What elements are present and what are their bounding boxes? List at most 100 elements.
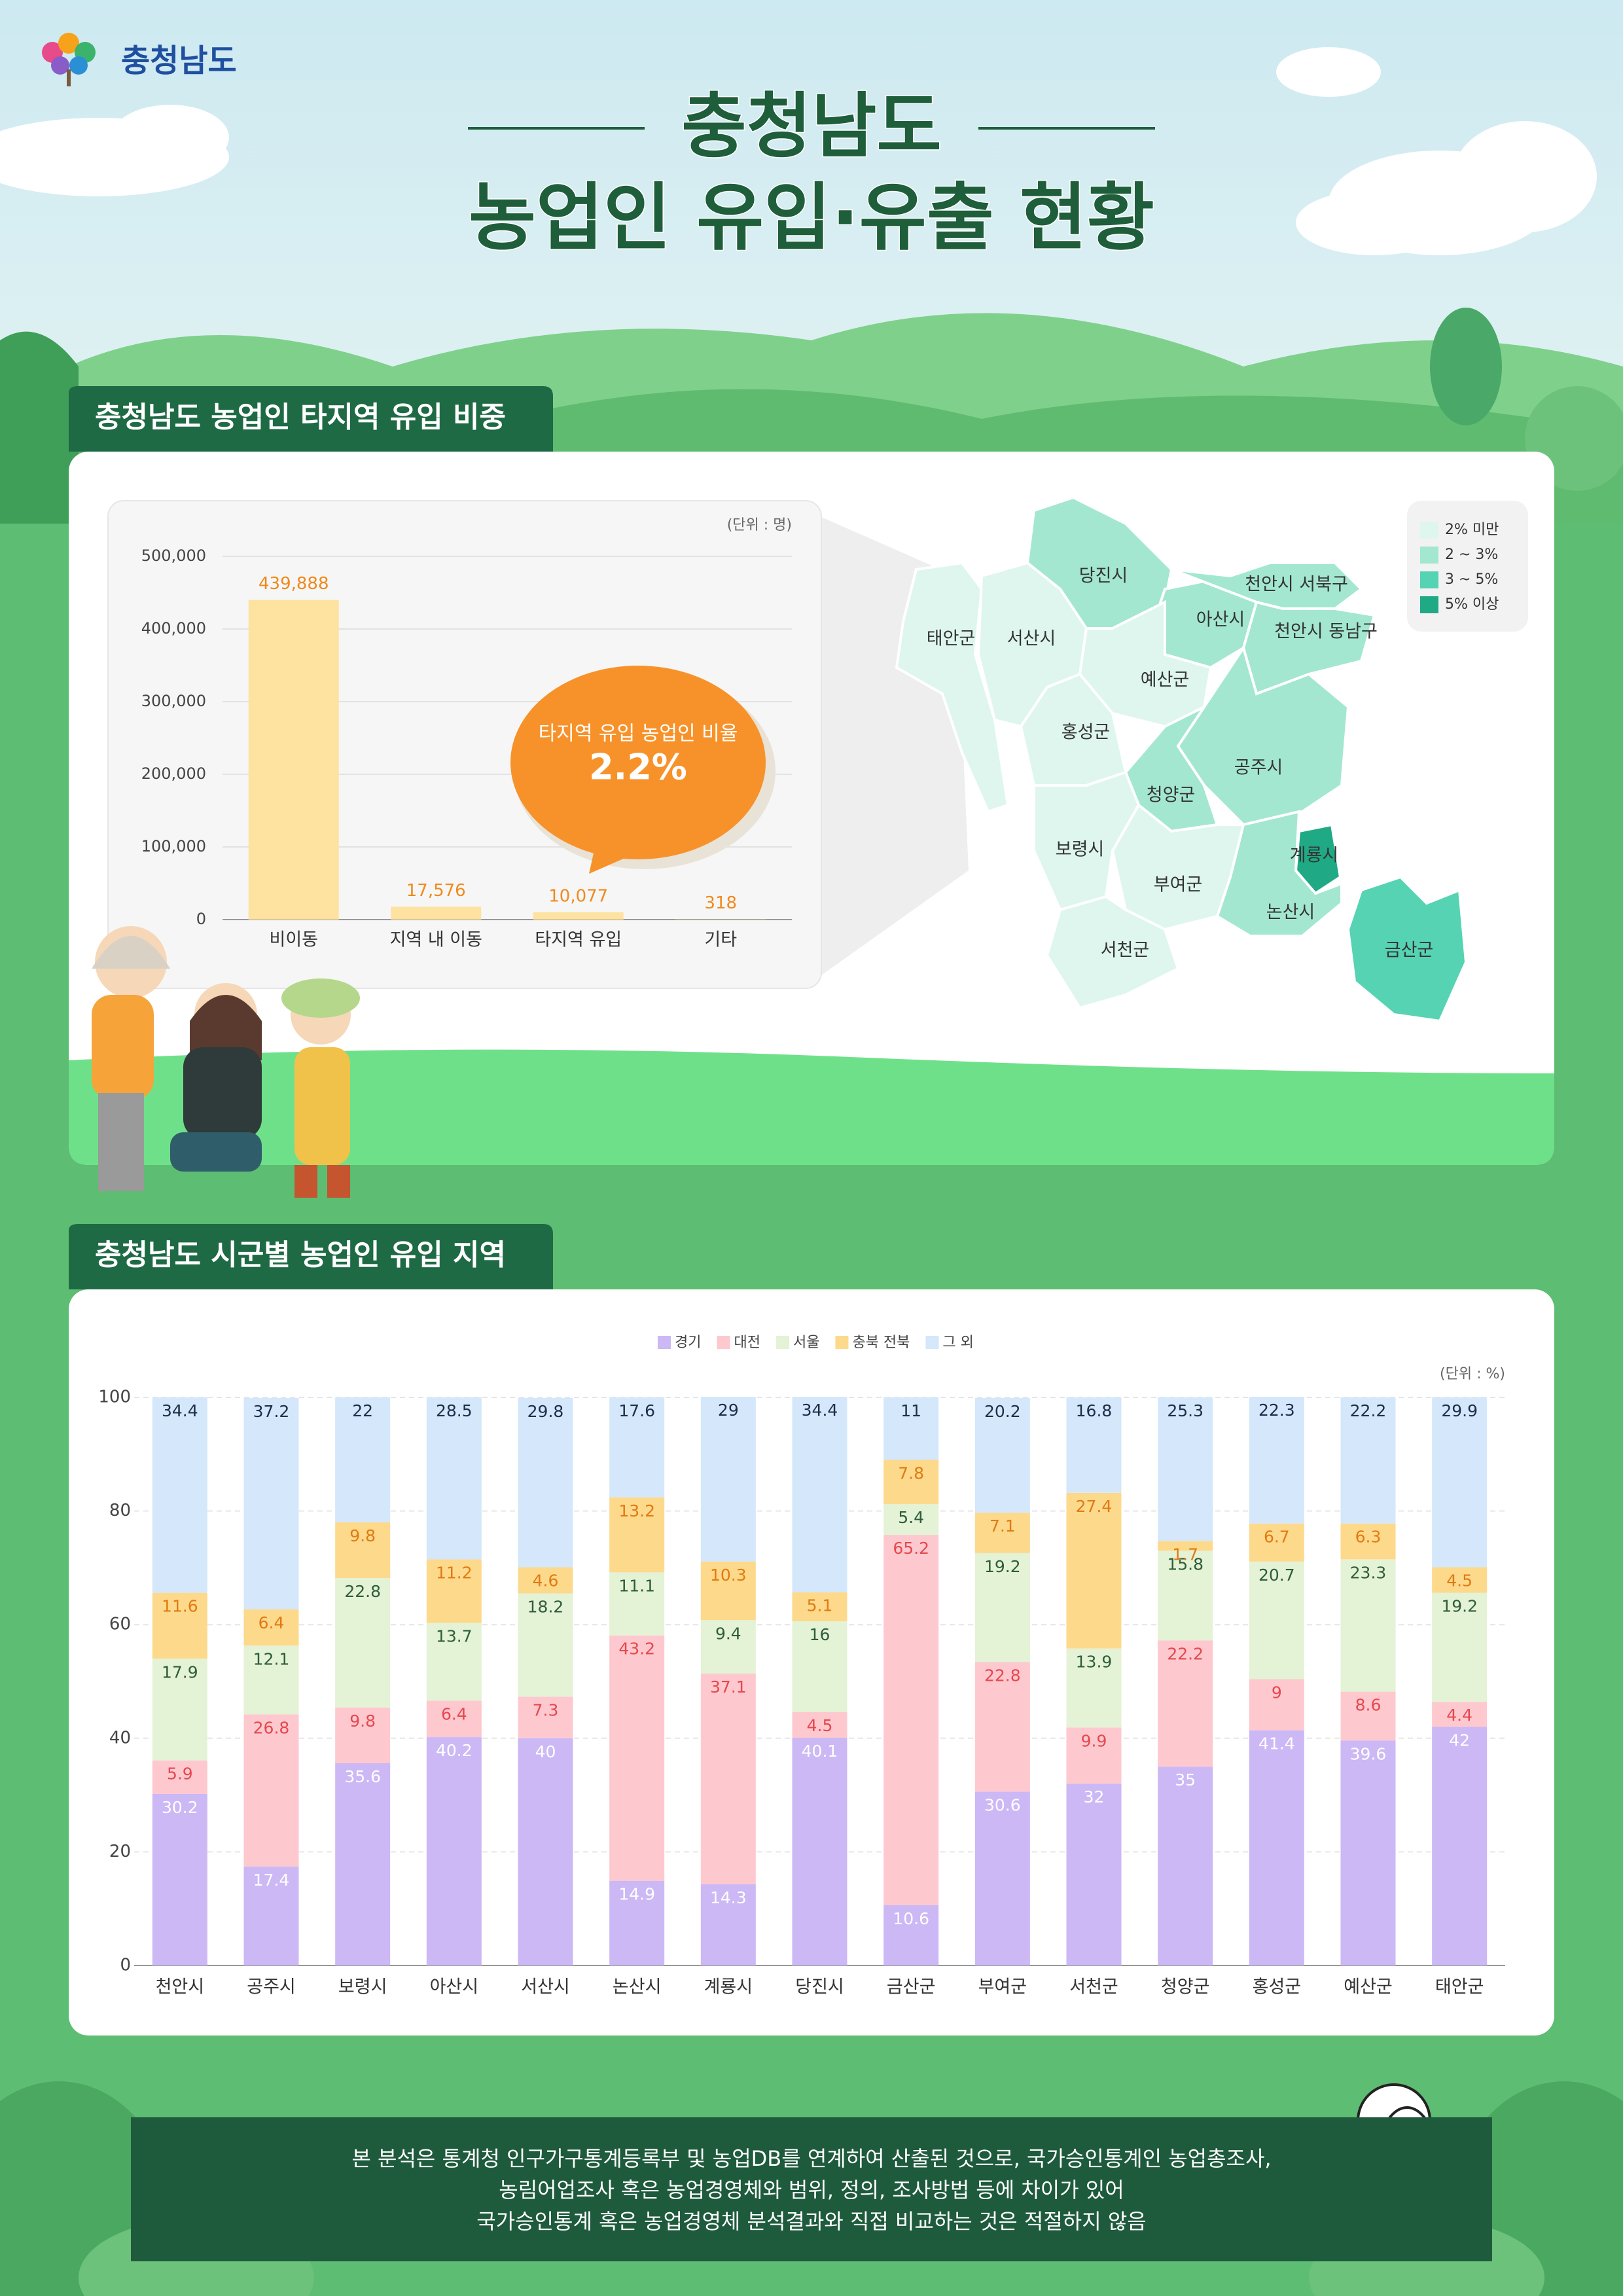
logo-text: 충청남도 [121, 43, 237, 79]
y-tick-label: 400,000 [141, 619, 206, 637]
value-label: 22.3 [1258, 1401, 1295, 1420]
region-label: 예산군 [1141, 670, 1190, 691]
bar-segment [1249, 1397, 1304, 1524]
y-tick-label: 0 [196, 910, 206, 928]
bar-segment [152, 1592, 207, 1659]
value-label: 39.6 [1350, 1744, 1387, 1763]
bar-segment [1340, 1523, 1396, 1560]
value-label: 11.1 [618, 1576, 655, 1595]
bar-segment [700, 1561, 756, 1621]
value-label: 16.8 [1076, 1401, 1113, 1420]
region-label: 태안군 [927, 629, 976, 649]
region-label: 당진시 [1079, 566, 1128, 586]
legend-swatch [925, 1336, 939, 1349]
bar-segment [1340, 1691, 1396, 1741]
bar-segment [1158, 1551, 1213, 1641]
value-label: 439,888 [259, 574, 329, 594]
bar-segment [152, 1760, 207, 1794]
value-label: 37.2 [253, 1402, 290, 1421]
bar-segment [1158, 1767, 1213, 1965]
footnote: 국가승인통계 혹은 농업경영체 분석결과와 직접 비교하는 것은 적절하지 않음 [476, 2209, 1146, 2234]
x-tick-label: 공주시 [247, 1977, 296, 1998]
bar-segment [1340, 1397, 1396, 1524]
bar-segment [1066, 1784, 1122, 1965]
value-label: 43.2 [618, 1640, 655, 1659]
legend-swatch [1420, 571, 1438, 588]
value-label: 4.5 [1446, 1571, 1472, 1590]
value-label: 6.4 [441, 1705, 467, 1724]
bar-segment [609, 1497, 665, 1573]
bar-segment [609, 1635, 665, 1881]
bar-segment [974, 1662, 1030, 1792]
bar-segment [518, 1397, 573, 1568]
region-label: 천안시 동남구 [1274, 622, 1378, 642]
bar-segment [609, 1572, 665, 1636]
bar-segment [700, 1673, 756, 1884]
bar-segment [883, 1535, 939, 1905]
bar-segment [883, 1460, 939, 1505]
bar-segment [1432, 1702, 1488, 1727]
value-label: 11.6 [162, 1597, 198, 1616]
bar-segment [1432, 1567, 1488, 1593]
bar-segment [335, 1763, 391, 1965]
bar-segment [426, 1737, 482, 1965]
legend-label: 5% 이상 [1445, 596, 1499, 613]
bar-segment [974, 1791, 1030, 1965]
value-label: 65.2 [893, 1539, 929, 1558]
region-label: 청양군 [1147, 785, 1196, 806]
legend-label: 서울 [793, 1335, 819, 1351]
value-label: 29.9 [1441, 1401, 1478, 1420]
x-tick-label: 당진시 [795, 1977, 844, 1998]
x-tick-label: 태안군 [1435, 1977, 1484, 1998]
bar-segment [1066, 1397, 1122, 1493]
bar-segment [243, 1714, 299, 1867]
value-label: 4.5 [807, 1716, 833, 1735]
unit-label: (단위 : 명) [727, 517, 792, 533]
region-label: 서산시 [1007, 629, 1056, 649]
bar-segment [243, 1645, 299, 1715]
bar-segment [426, 1397, 482, 1560]
value-label: 10.6 [893, 1909, 929, 1928]
legend-swatch [835, 1336, 849, 1349]
legend-swatch [776, 1336, 789, 1349]
x-tick-label: 서산시 [521, 1977, 570, 1998]
value-label: 40 [535, 1742, 556, 1761]
bar-segment [335, 1707, 391, 1763]
value-label: 20.2 [984, 1402, 1021, 1421]
region-label: 천안시 서북구 [1245, 575, 1348, 595]
bar [248, 600, 339, 920]
y-tick-label: 100 [98, 1388, 131, 1407]
bar-segment [1432, 1727, 1488, 1965]
value-label: 19.2 [1441, 1597, 1478, 1616]
x-tick-label: 홍성군 [1253, 1977, 1302, 1998]
value-label: 7.3 [533, 1700, 559, 1719]
value-label: 20.7 [1258, 1566, 1295, 1585]
bar [533, 912, 624, 920]
legend-swatch [1420, 596, 1438, 613]
bar-segment [426, 1559, 482, 1623]
bar-segment [518, 1696, 573, 1738]
legend-label: 2 ~ 3% [1445, 547, 1498, 563]
x-tick-label: 계룡시 [704, 1977, 753, 1998]
region-label: 계룡시 [1290, 846, 1339, 866]
bar-segment [1249, 1730, 1304, 1965]
value-label: 35 [1175, 1770, 1196, 1789]
value-label: 7.1 [990, 1516, 1016, 1535]
y-tick-label: 100,000 [141, 837, 206, 855]
x-tick-label: 금산군 [887, 1977, 936, 1998]
value-label: 1.7 [1172, 1545, 1198, 1564]
footnote: 본 분석은 통계청 인구가구통계등록부 및 농업DB를 연계하여 산출된 것으로… [351, 2146, 1271, 2171]
value-label: 30.2 [162, 1798, 198, 1817]
value-label: 4.4 [1446, 1706, 1472, 1725]
bar-segment [518, 1738, 573, 1965]
bar-segment [883, 1905, 939, 1965]
value-label: 9.8 [349, 1526, 376, 1545]
y-tick-label: 200,000 [141, 764, 206, 783]
bar-segment [883, 1397, 939, 1460]
x-tick-label: 예산군 [1344, 1977, 1393, 1998]
x-tick-label: 비이동 [269, 930, 318, 950]
value-label: 11.2 [436, 1563, 473, 1582]
value-label: 34.4 [802, 1401, 838, 1420]
value-label: 15.8 [1167, 1554, 1204, 1573]
